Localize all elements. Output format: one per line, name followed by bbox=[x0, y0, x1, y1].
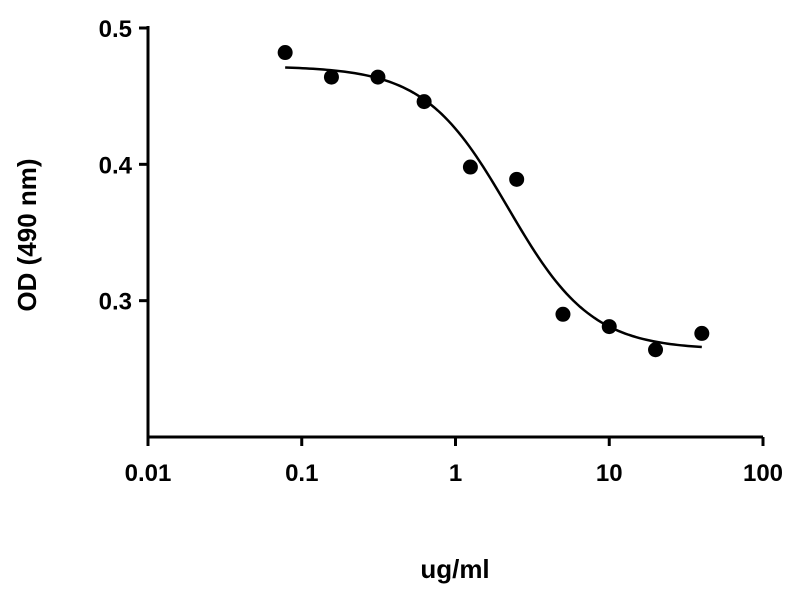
data-point bbox=[277, 45, 293, 61]
data-point bbox=[555, 306, 571, 322]
data-point bbox=[462, 159, 478, 175]
x-axis: 0.01 0.1 1 10 100 bbox=[125, 435, 783, 487]
y-axis-title: OD (490 nm) bbox=[12, 158, 42, 311]
y-tick-label: 0.5 bbox=[99, 16, 132, 43]
x-tick-label: 10 bbox=[596, 460, 623, 487]
y-axis: 0.3 0.4 0.5 bbox=[99, 16, 150, 437]
x-tick-label: 100 bbox=[743, 460, 783, 487]
data-point bbox=[601, 319, 617, 335]
x-axis-title: ug/ml bbox=[420, 554, 489, 584]
data-point bbox=[648, 342, 664, 358]
y-ticks: 0.3 0.4 0.5 bbox=[99, 16, 148, 316]
x-ticks: 0.01 0.1 1 10 100 bbox=[125, 437, 783, 487]
y-tick-label: 0.3 bbox=[99, 289, 132, 316]
fit-curve bbox=[285, 66, 702, 349]
x-tick-label: 0.01 bbox=[125, 460, 172, 487]
y-tick-label: 0.4 bbox=[99, 152, 133, 179]
x-tick-label: 1 bbox=[449, 460, 462, 487]
data-points bbox=[277, 45, 710, 358]
data-point bbox=[370, 69, 386, 85]
x-tick-label: 0.1 bbox=[285, 460, 318, 487]
data-point bbox=[323, 69, 339, 85]
plot-area bbox=[277, 45, 710, 358]
data-point bbox=[509, 171, 525, 187]
data-point bbox=[416, 94, 432, 110]
data-point bbox=[694, 325, 710, 341]
